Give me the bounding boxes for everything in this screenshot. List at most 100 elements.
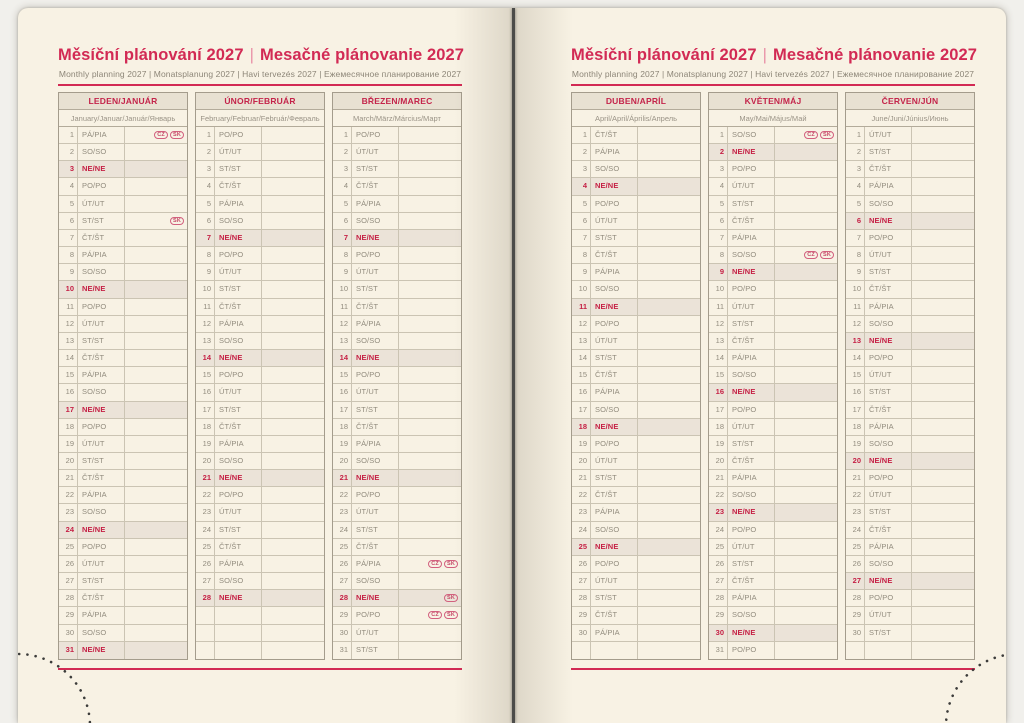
notes-cell [262, 625, 324, 641]
notes-cell [912, 556, 974, 572]
day-name-cell: PÁ/PIA [78, 247, 125, 264]
day-number-cell: 13 [333, 332, 352, 350]
day-number-cell: 22 [846, 487, 865, 504]
day-name-cell: NE/NE [352, 470, 399, 487]
month-column-april: DUBEN/APRÍL April/April/Április/Апрель 1 ČT… [571, 92, 701, 660]
months-right: DUBEN/APRÍL April/April/Április/Апрель 1 ČT… [571, 92, 975, 660]
day-number-cell: 9 [709, 264, 728, 281]
day-number-cell: 6 [709, 212, 728, 229]
day-name-cell: ÚT/UT [591, 573, 638, 590]
day-number-cell: 5 [333, 195, 352, 212]
day-name-cell: ČT/ŠT [352, 418, 399, 435]
day-number-cell: 4 [196, 178, 215, 195]
day-name-cell: ÚT/UT [215, 264, 262, 281]
day-row: 27 SO/SO [196, 573, 324, 591]
day-row: 29 ČT/ŠT [572, 607, 700, 625]
gutter-shadow-left [454, 8, 512, 723]
day-row: 24 NE/NE [59, 521, 187, 539]
day-name-cell: PO/PO [352, 487, 399, 504]
day-name-cell [865, 641, 912, 659]
title-slovak: Mesačné plánovanie 2027 [260, 46, 465, 64]
notes-cell [912, 281, 974, 297]
notes-cell [912, 419, 974, 435]
day-number-cell: 18 [572, 418, 591, 435]
day-name-cell: ČT/ŠT [865, 161, 912, 178]
day-name-cell: ČT/ŠT [78, 229, 125, 247]
notes-cell [775, 522, 837, 538]
title-slovak: Mesačné plánovanie 2027 [773, 46, 978, 64]
day-number-cell: 17 [572, 401, 591, 418]
notes-cell [399, 436, 461, 452]
day-row: 11 NE/NE [572, 298, 700, 316]
day-name-cell: PO/PO [352, 367, 399, 384]
day-name-cell: SO/SO [78, 624, 125, 641]
day-name-cell: ÚT/UT [865, 127, 912, 144]
day-name-cell [215, 607, 262, 624]
day-row: 8 PÁ/PIA [59, 247, 187, 265]
day-name-cell: PO/PO [865, 470, 912, 487]
day-name-cell: PÁ/PIA [865, 418, 912, 435]
day-row: 12 PÁ/PIA [333, 315, 461, 333]
day-row: 11 ÚT/UT [709, 298, 837, 316]
day-row: 17 ST/ST [196, 401, 324, 419]
day-number-cell: 12 [709, 315, 728, 332]
day-row: 20 ÚT/UT [572, 452, 700, 471]
day-row: 10 ST/ST [196, 281, 324, 299]
notes-cell [638, 264, 700, 280]
notes-cell [638, 281, 700, 297]
page-subtitle: Monthly planning 2027 | Monatsplanung 20… [571, 69, 975, 79]
day-name-cell: PÁ/PIA [728, 350, 775, 367]
day-number-cell: 18 [196, 418, 215, 435]
day-row: 7 NE/NE [333, 229, 461, 248]
day-name-cell: ČT/ŠT [78, 470, 125, 487]
notes-cell [638, 607, 700, 623]
day-name-cell: ÚT/UT [728, 538, 775, 555]
day-row: 5 ST/ST [709, 195, 837, 213]
day-number-cell: 12 [846, 315, 865, 332]
notes-cell [399, 522, 461, 538]
day-number-cell: 1 [196, 127, 215, 144]
notes-cell [262, 196, 324, 212]
notes-cell [399, 161, 461, 177]
day-name-cell: ST/ST [78, 212, 125, 229]
day-name-cell: SO/SO [78, 264, 125, 281]
day-row: 18 ČT/ŠT [196, 418, 324, 436]
notes-cell [775, 402, 837, 418]
notes-cell [638, 573, 700, 589]
day-number-cell: 15 [196, 367, 215, 384]
month-header-april: DUBEN/APRÍL [572, 93, 700, 110]
day-number-cell: 14 [572, 350, 591, 367]
notes-cell [775, 196, 837, 212]
day-number-cell: 28 [709, 590, 728, 607]
month-languages-april: April/April/Április/Апрель [572, 110, 700, 127]
day-name-cell: PO/PO [215, 127, 262, 144]
day-number-cell: 9 [846, 264, 865, 281]
day-number-cell: 21 [709, 470, 728, 487]
title-czech: Měsíční plánování 2027 [58, 46, 244, 64]
day-name-cell: SO/SO [728, 487, 775, 504]
notes-cell [912, 127, 974, 143]
day-row: 1 SO/SO CZ SK [709, 127, 837, 145]
day-name-cell: PÁ/PIA [78, 367, 125, 384]
day-number-cell: 7 [709, 229, 728, 247]
notes-cell [125, 196, 187, 212]
day-number-cell: 4 [333, 178, 352, 195]
day-number-cell: 30 [333, 624, 352, 641]
month-languages-march: March/März/Március/Март [333, 110, 461, 127]
notes-cell [262, 419, 324, 435]
notes-cell [262, 453, 324, 469]
notes-cell [125, 402, 187, 418]
day-row: 10 ČT/ŠT [846, 281, 974, 299]
notes-cell [775, 213, 837, 229]
day-row: 6 ÚT/UT [572, 212, 700, 230]
day-name-cell: ST/ST [728, 435, 775, 452]
day-name-cell: NE/NE [591, 538, 638, 555]
notes-cell [399, 625, 461, 641]
day-row: 19 PO/PO [572, 435, 700, 453]
notes-cell [638, 316, 700, 332]
notes-cell: SK [125, 213, 187, 229]
day-number-cell: 23 [59, 504, 78, 521]
notes-cell [912, 350, 974, 366]
day-name-cell: ČT/ŠT [865, 281, 912, 298]
notes-cell [638, 299, 700, 315]
